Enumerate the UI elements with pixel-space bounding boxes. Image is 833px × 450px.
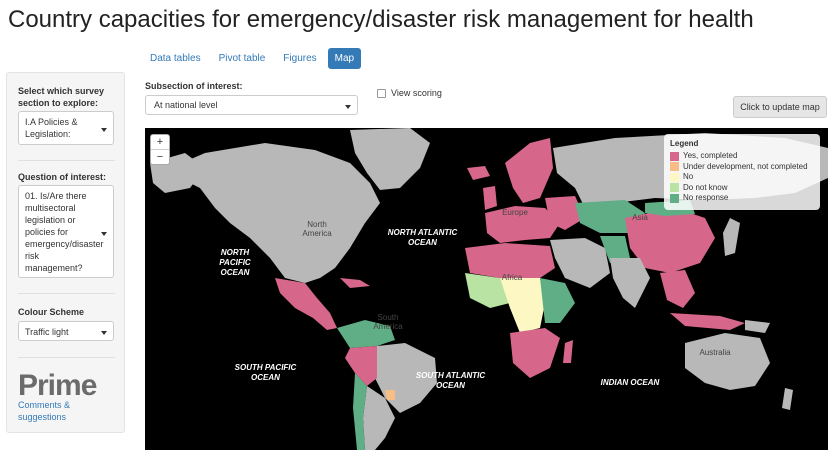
view-scoring-checkbox[interactable] (377, 88, 386, 98)
legend-title: Legend (670, 139, 699, 148)
zoom-in-button[interactable]: + (151, 135, 169, 150)
iceland[interactable] (467, 166, 490, 180)
mexico[interactable] (275, 278, 337, 330)
argentina[interactable] (363, 386, 395, 450)
india[interactable] (610, 258, 650, 308)
south-america-label: South America (373, 313, 403, 331)
legend-label: No (683, 172, 694, 181)
zoom-control: + − (150, 134, 170, 165)
legend-item: No (670, 172, 814, 183)
chevron-down-icon (345, 105, 351, 109)
section-select-value: I.A Policies & Legislation: (25, 117, 78, 139)
section-select[interactable]: I.A Policies & Legislation: (18, 111, 114, 145)
chile[interactable] (353, 373, 367, 450)
chevron-down-icon (101, 331, 107, 335)
caribbean[interactable] (340, 278, 370, 288)
tab-pivot-table[interactable]: Pivot table (218, 53, 266, 64)
japan[interactable] (723, 218, 740, 256)
map-legend: Legend Yes, completed Under development,… (664, 134, 820, 210)
madagascar[interactable] (563, 340, 573, 363)
comments-link[interactable]: Comments & suggestions (18, 400, 71, 422)
south-atlantic-label: SOUTH ATLANTIC OCEAN (415, 371, 486, 390)
legend-label: Yes, completed (683, 151, 738, 160)
north-america-label: North America (302, 220, 332, 238)
north-atlantic-label: NORTH ATLANTIC OCEAN (387, 228, 458, 247)
chevron-down-icon (101, 231, 107, 236)
australia-land[interactable] (685, 333, 770, 390)
update-map-button[interactable]: Click to update map (733, 96, 827, 118)
chevron-down-icon (101, 128, 107, 132)
prime-logo: Prime (18, 369, 97, 402)
colour-scheme-select[interactable]: Traffic light (18, 321, 114, 341)
indonesia[interactable] (670, 313, 745, 330)
legend-label: No response (683, 193, 729, 202)
legend-swatch (670, 151, 679, 161)
indian-ocean-label: INDIAN OCEAN (600, 378, 660, 387)
north-america-land[interactable] (170, 143, 380, 283)
view-scoring-label: View scoring (391, 88, 442, 98)
china[interactable] (625, 208, 715, 273)
legend-item: Yes, completed (670, 151, 814, 162)
divider (18, 160, 115, 161)
new-zealand[interactable] (782, 388, 793, 410)
legend-swatch (670, 172, 679, 182)
subsection-select[interactable]: At national level (145, 95, 358, 115)
tab-map[interactable]: Map (327, 48, 362, 69)
tab-bar: Data tables Pivot table Figures Map (143, 48, 362, 69)
africa-label: Africa (501, 273, 523, 282)
tab-figures[interactable]: Figures (283, 53, 317, 64)
eastern-europe[interactable] (545, 196, 585, 230)
east-africa[interactable] (540, 278, 575, 323)
subsection-select-value: At national level (154, 100, 218, 110)
west-africa[interactable] (465, 273, 510, 308)
greenland[interactable] (350, 128, 430, 190)
sidebar-panel: Select which survey section to explore: … (6, 72, 125, 433)
legend-item: Under development, not completed (670, 162, 814, 173)
western-europe[interactable] (485, 206, 560, 243)
legend-swatch (670, 193, 679, 203)
colombia-venezuela[interactable] (337, 320, 395, 348)
legend-item: Do not know (670, 183, 814, 194)
asia-label: Asia (632, 213, 648, 222)
southern-africa[interactable] (510, 328, 560, 378)
south-pacific-label: SOUTH PACIFIC OCEAN (234, 363, 297, 382)
europe-label: Europe (502, 208, 528, 217)
divider (18, 357, 115, 358)
uk[interactable] (483, 186, 497, 210)
legend-item: No response (670, 193, 814, 204)
legend-swatch (670, 162, 679, 172)
zoom-out-button[interactable]: − (156, 151, 164, 163)
colour-scheme-label: Colour Scheme (18, 307, 85, 317)
divider (18, 293, 115, 294)
view-scoring-toggle[interactable]: View scoring (377, 88, 442, 98)
australia-label: Australia (699, 348, 731, 357)
iran[interactable] (600, 236, 630, 263)
legend-label: Do not know (683, 182, 728, 192)
central-africa[interactable] (500, 278, 545, 333)
paraguay[interactable] (385, 390, 395, 400)
question-select[interactable]: 01. Is/Are there multisectoral legislati… (18, 185, 114, 278)
scandinavia[interactable] (505, 138, 553, 203)
north-africa[interactable] (465, 243, 555, 278)
middle-east[interactable] (550, 238, 610, 288)
section-select-label: Select which survey section to explore: (18, 86, 105, 108)
tab-data-tables[interactable]: Data tables (150, 53, 201, 64)
southeast-asia[interactable] (660, 270, 695, 308)
world-map[interactable]: + − Legend Yes, completed Under developm… (145, 128, 828, 450)
peru-bolivia[interactable] (345, 346, 377, 386)
page-title: Country capacities for emergency/disaste… (8, 6, 754, 33)
question-select-value: 01. Is/Are there multisectoral legislati… (25, 191, 104, 273)
legend-label: Under development, not completed (683, 161, 808, 171)
north-pacific-label: NORTH PACIFIC OCEAN (219, 248, 251, 277)
question-select-label: Question of interest: (18, 172, 107, 182)
colour-scheme-value: Traffic light (25, 327, 69, 337)
subsection-label: Subsection of interest: (145, 81, 243, 91)
papua[interactable] (745, 320, 770, 333)
legend-swatch (670, 183, 679, 193)
